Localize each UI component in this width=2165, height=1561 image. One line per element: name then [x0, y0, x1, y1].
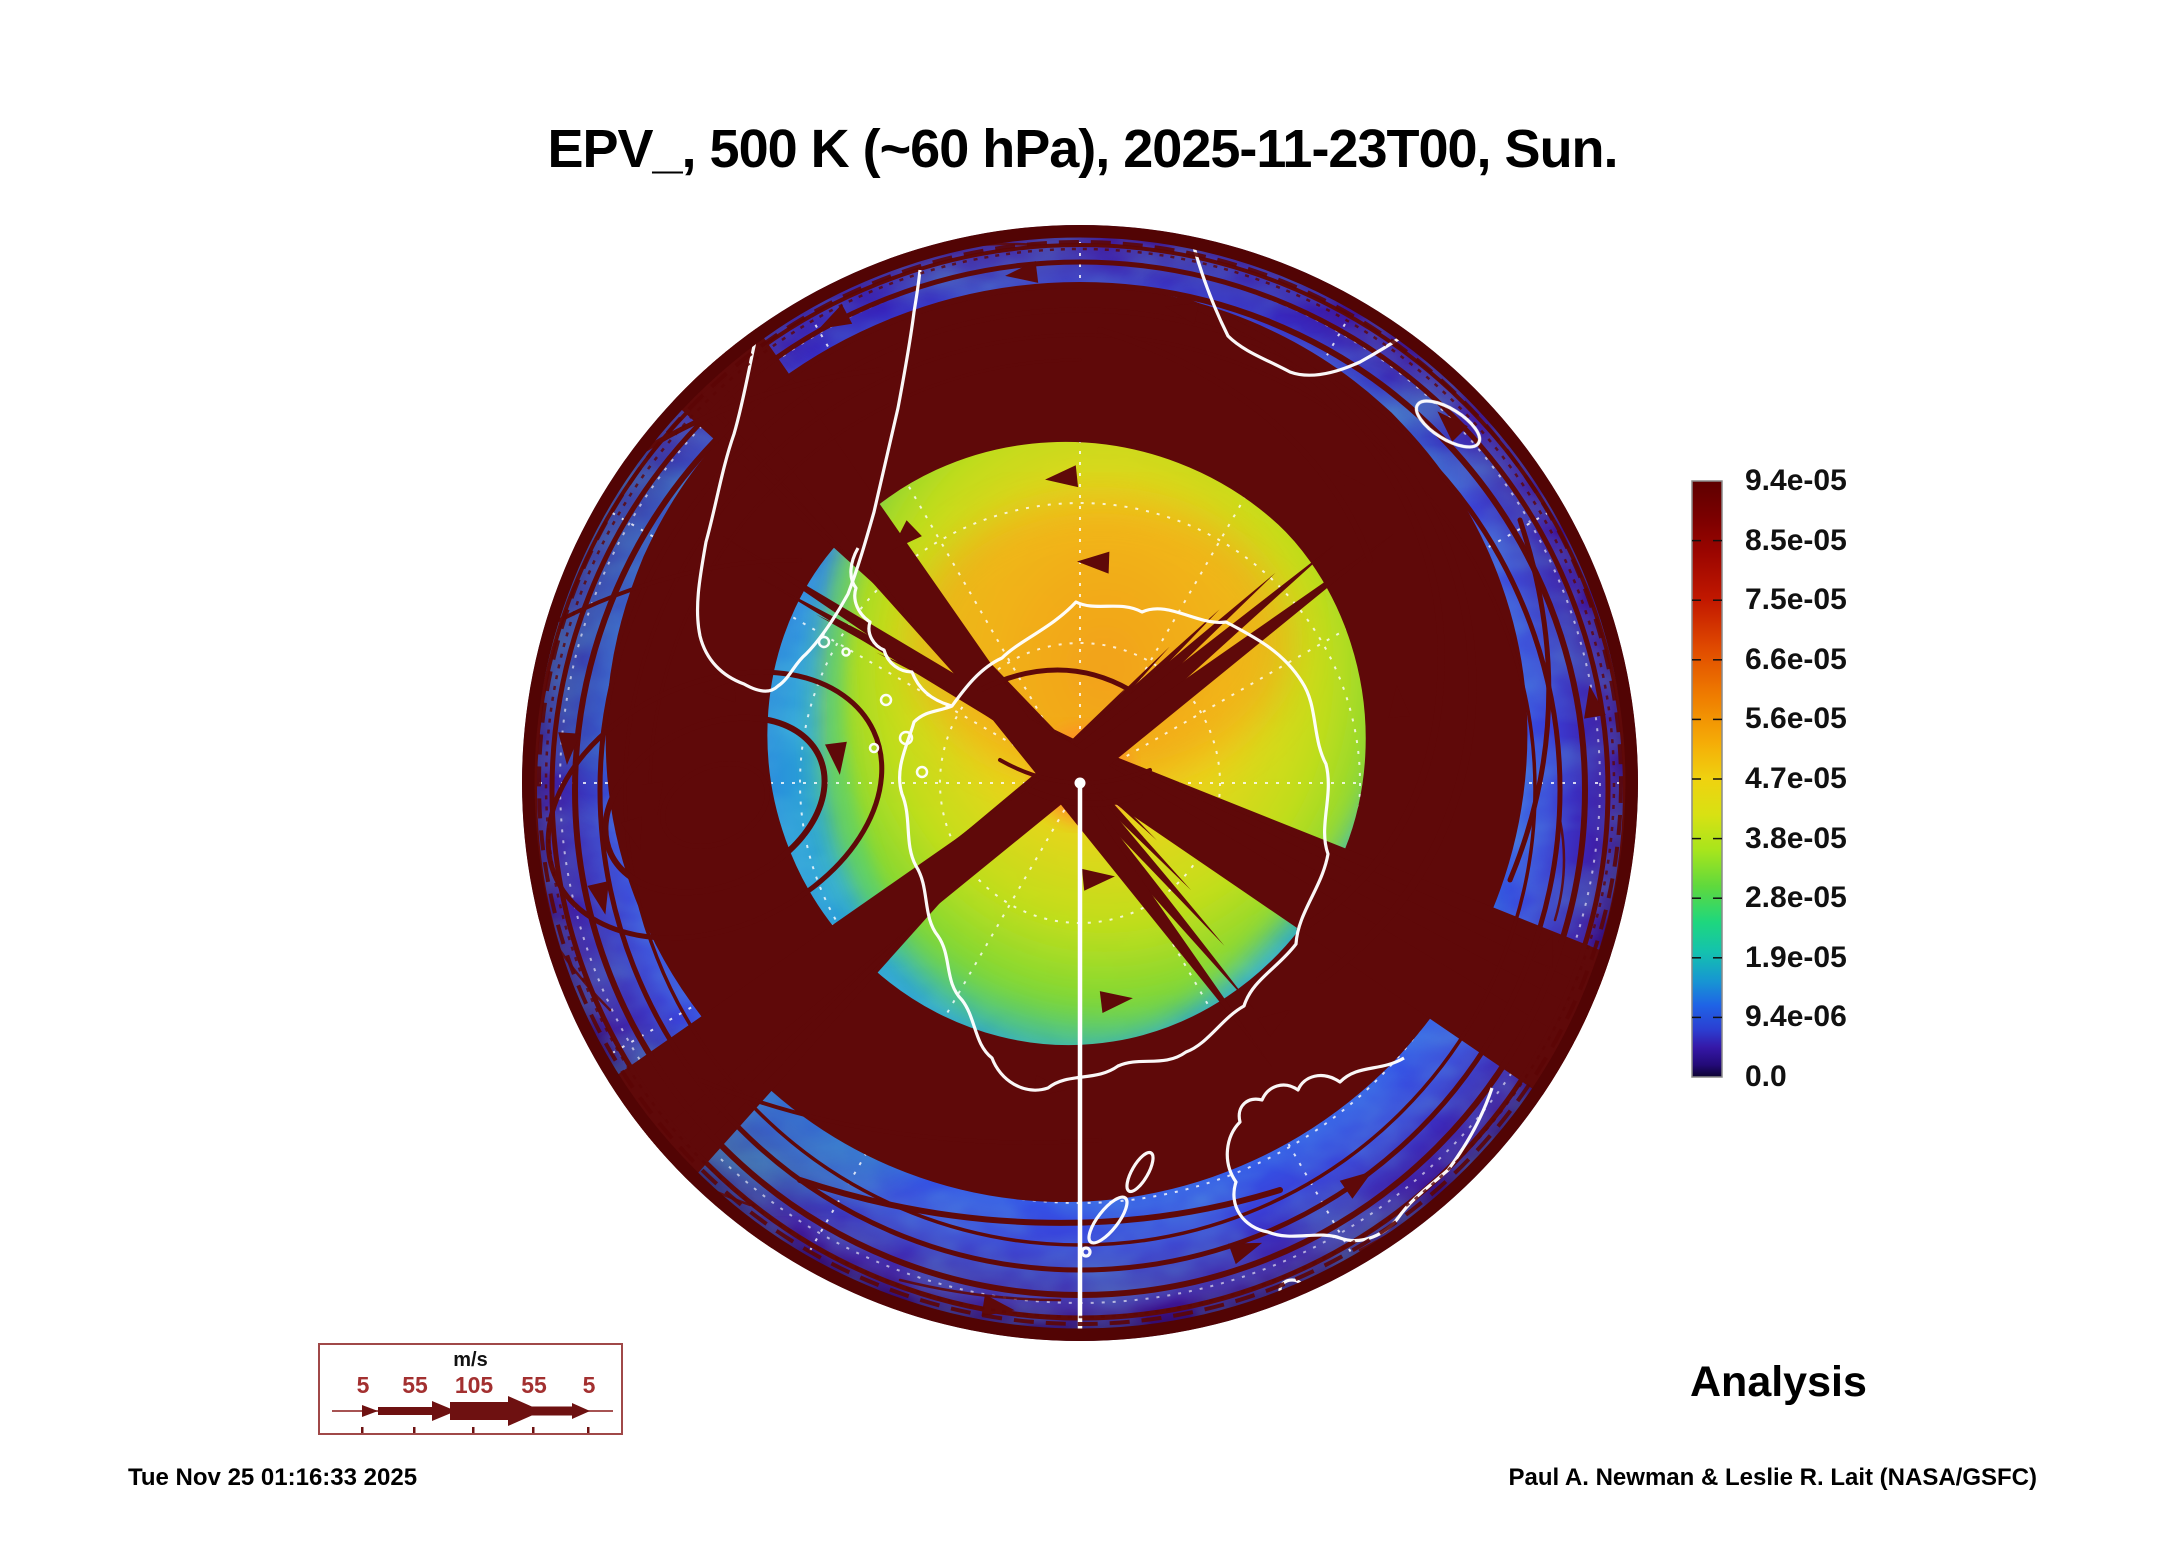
antarctic-peninsula-coastline	[849, 547, 953, 708]
map-disc	[522, 225, 1638, 1341]
colorbar-label: 4.7e-05	[1745, 762, 1847, 795]
colorbar-ticks	[1692, 539, 1722, 1019]
ecuador-coast-fragment	[538, 329, 562, 377]
wind-legend-tick: 105	[454, 1372, 494, 1398]
colorbar-label: 6.6e-05	[1745, 642, 1847, 676]
map-edge-ring	[522, 225, 1638, 1341]
left-eddy-streamlines	[545, 669, 885, 941]
colorbar-label: 9.4e-05	[1745, 464, 1847, 497]
africa-coastline	[1190, 239, 1407, 377]
colorbar-label: 3.8e-05	[1745, 821, 1847, 855]
south-america-coastline	[695, 269, 922, 693]
colorbar-label: 9.4e-06	[1745, 1000, 1847, 1034]
colorbar-label: 0.0	[1745, 1060, 1787, 1093]
wind-legend-tick: 5	[582, 1372, 596, 1398]
falkland-islands	[817, 635, 851, 657]
generated-timestamp: Tue Nov 25 01:16:33 2025	[128, 1464, 418, 1491]
colorbar	[1691, 480, 1723, 1078]
plot-title: EPV_, 500 K (~60 hPa), 2025-11-23T00, Su…	[547, 119, 1618, 179]
antarctica-coastline	[897, 600, 1330, 1092]
colorbar-label: 1.9e-05	[1745, 940, 1847, 974]
australia-coastline	[1225, 1056, 1494, 1243]
wind-speed-arrow-scale	[332, 1396, 613, 1433]
wind-legend-tick: 5	[356, 1372, 370, 1398]
analysis-annotation: Analysis	[1690, 1358, 1867, 1406]
peninsula-islands	[868, 693, 929, 779]
colorbar-labels: 9.4e-05 8.5e-05 7.5e-05 6.6e-05 5.6e-05 …	[1745, 464, 1945, 1093]
wind-legend-tick: 55	[521, 1372, 547, 1398]
wind-legend-unit-label: m/s	[453, 1349, 488, 1371]
wind-speed-legend: m/s 5 55 105 55 5	[318, 1343, 623, 1435]
coastlines	[538, 239, 1494, 1302]
colorbar-label: 5.6e-05	[1745, 702, 1847, 736]
pole-marker	[1074, 777, 1086, 789]
credit-line: Paul A. Newman & Leslie R. Lait (NASA/GS…	[1508, 1464, 2037, 1491]
madagascar-coastline	[1414, 399, 1482, 449]
colorbar-label: 7.5e-05	[1745, 583, 1847, 617]
new-zealand-coastline	[1080, 1150, 1155, 1258]
colorbar-label: 8.5e-05	[1745, 523, 1847, 557]
colorbar-label: 2.8e-05	[1745, 881, 1847, 915]
wind-legend-tick: 55	[402, 1372, 428, 1398]
